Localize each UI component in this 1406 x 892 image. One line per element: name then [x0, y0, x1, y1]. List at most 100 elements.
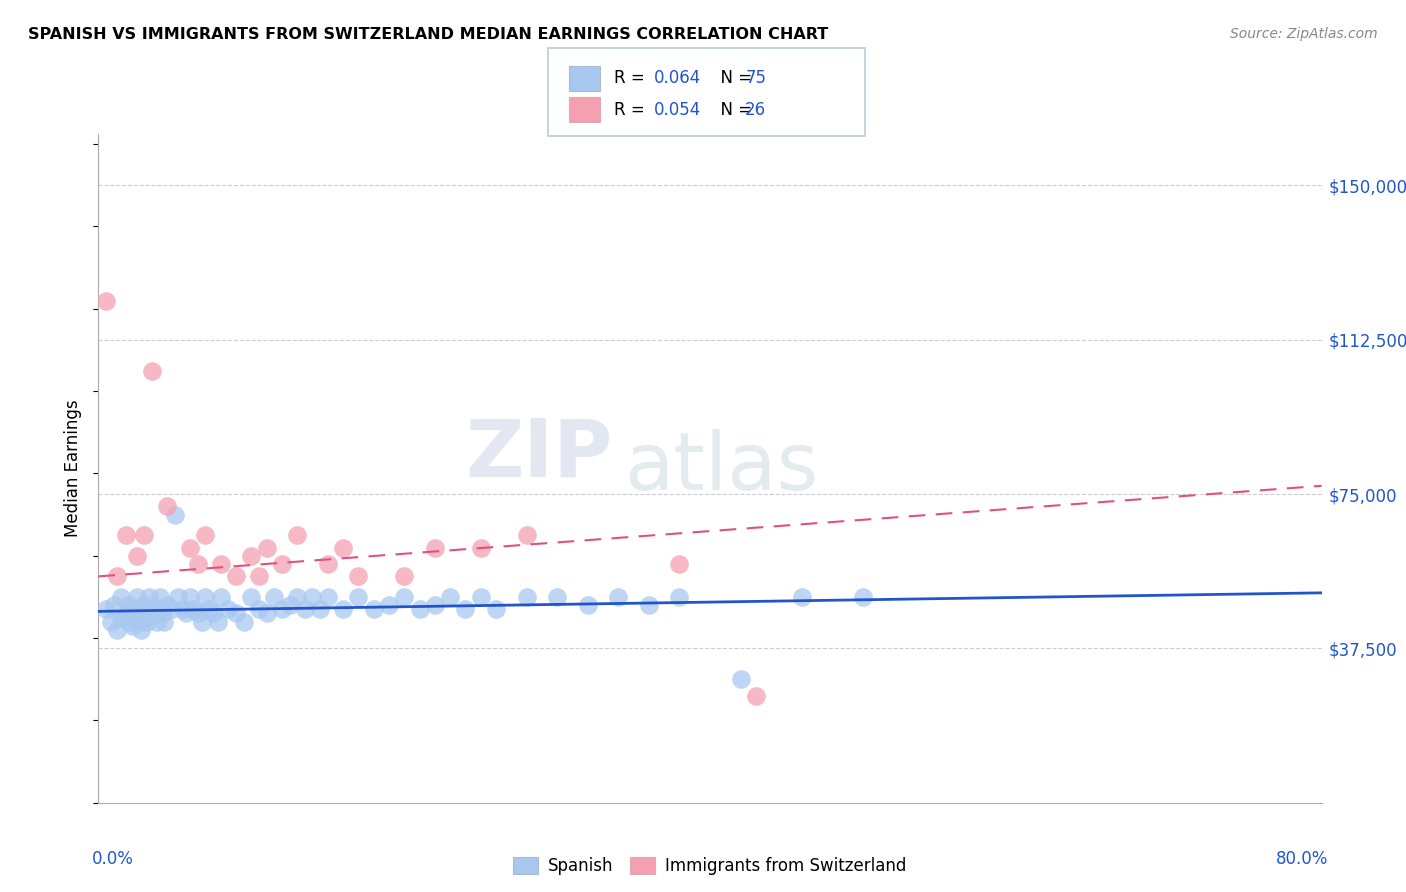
- Point: [301, 590, 323, 604]
- Point: [118, 615, 141, 629]
- Point: [470, 590, 492, 604]
- Text: 75: 75: [745, 70, 766, 87]
- Point: [285, 528, 308, 542]
- Point: [152, 607, 174, 621]
- Point: [470, 541, 492, 555]
- Point: [668, 557, 690, 571]
- Point: [129, 623, 152, 637]
- Text: 80.0%: 80.0%: [1275, 849, 1327, 868]
- Point: [439, 590, 461, 604]
- Text: 0.064: 0.064: [654, 70, 702, 87]
- Point: [240, 590, 263, 604]
- Point: [207, 615, 229, 629]
- Point: [247, 569, 270, 583]
- Point: [115, 528, 138, 542]
- Point: [247, 602, 270, 616]
- Point: [172, 602, 194, 616]
- Point: [160, 602, 183, 616]
- Point: [256, 607, 278, 621]
- Point: [179, 590, 201, 604]
- Point: [194, 590, 217, 604]
- Point: [852, 590, 875, 604]
- Point: [134, 607, 156, 621]
- Point: [118, 598, 141, 612]
- Point: [100, 615, 122, 629]
- Point: [516, 528, 538, 542]
- Point: [179, 541, 201, 555]
- Point: [142, 607, 165, 621]
- Point: [332, 602, 354, 616]
- Point: [121, 602, 143, 616]
- Point: [115, 607, 138, 621]
- Y-axis label: Median Earnings: Median Earnings: [65, 400, 83, 537]
- Point: [730, 673, 752, 687]
- Point: [363, 602, 385, 616]
- Point: [392, 590, 416, 604]
- Point: [149, 590, 172, 604]
- Point: [256, 541, 278, 555]
- Text: N =: N =: [710, 101, 758, 119]
- Point: [105, 569, 128, 583]
- Point: [423, 541, 446, 555]
- Point: [103, 598, 125, 612]
- Point: [209, 590, 232, 604]
- Point: [332, 541, 354, 555]
- Text: Source: ZipAtlas.com: Source: ZipAtlas.com: [1230, 27, 1378, 41]
- Point: [285, 590, 308, 604]
- Point: [263, 590, 285, 604]
- Text: ZIP: ZIP: [465, 416, 612, 494]
- Point: [125, 607, 148, 621]
- Point: [270, 602, 292, 616]
- Point: [392, 569, 416, 583]
- Point: [94, 293, 117, 308]
- Point: [209, 557, 232, 571]
- Point: [607, 590, 630, 604]
- Point: [125, 590, 148, 604]
- Point: [181, 602, 204, 616]
- Point: [94, 602, 117, 616]
- Point: [167, 590, 190, 604]
- Point: [232, 615, 254, 629]
- Point: [153, 615, 176, 629]
- Point: [145, 615, 167, 629]
- Point: [225, 569, 247, 583]
- Text: N =: N =: [710, 70, 758, 87]
- Point: [347, 569, 370, 583]
- Point: [278, 598, 301, 612]
- Point: [156, 598, 179, 612]
- Point: [546, 590, 568, 604]
- Point: [187, 607, 209, 621]
- Legend: Spanish, Immigrants from Switzerland: Spanish, Immigrants from Switzerland: [506, 850, 914, 881]
- Point: [576, 598, 599, 612]
- Point: [347, 590, 370, 604]
- Point: [294, 602, 316, 616]
- Point: [125, 549, 148, 563]
- Point: [134, 528, 156, 542]
- Point: [121, 619, 143, 633]
- Point: [128, 615, 150, 629]
- Point: [105, 623, 128, 637]
- Point: [454, 602, 477, 616]
- Point: [516, 590, 538, 604]
- Point: [138, 590, 160, 604]
- Point: [110, 610, 132, 624]
- Point: [194, 528, 217, 542]
- Point: [240, 549, 263, 563]
- Point: [134, 598, 156, 612]
- Text: R =: R =: [614, 101, 651, 119]
- Point: [141, 602, 163, 616]
- Point: [309, 602, 332, 616]
- Point: [217, 602, 239, 616]
- Text: SPANISH VS IMMIGRANTS FROM SWITZERLAND MEDIAN EARNINGS CORRELATION CHART: SPANISH VS IMMIGRANTS FROM SWITZERLAND M…: [28, 27, 828, 42]
- Point: [202, 607, 225, 621]
- Point: [408, 602, 430, 616]
- Point: [197, 602, 219, 616]
- Point: [187, 557, 209, 571]
- Point: [270, 557, 292, 571]
- Point: [163, 508, 186, 522]
- Point: [156, 500, 179, 514]
- Text: atlas: atlas: [624, 429, 818, 508]
- Point: [174, 607, 197, 621]
- Point: [136, 615, 159, 629]
- Point: [485, 602, 508, 616]
